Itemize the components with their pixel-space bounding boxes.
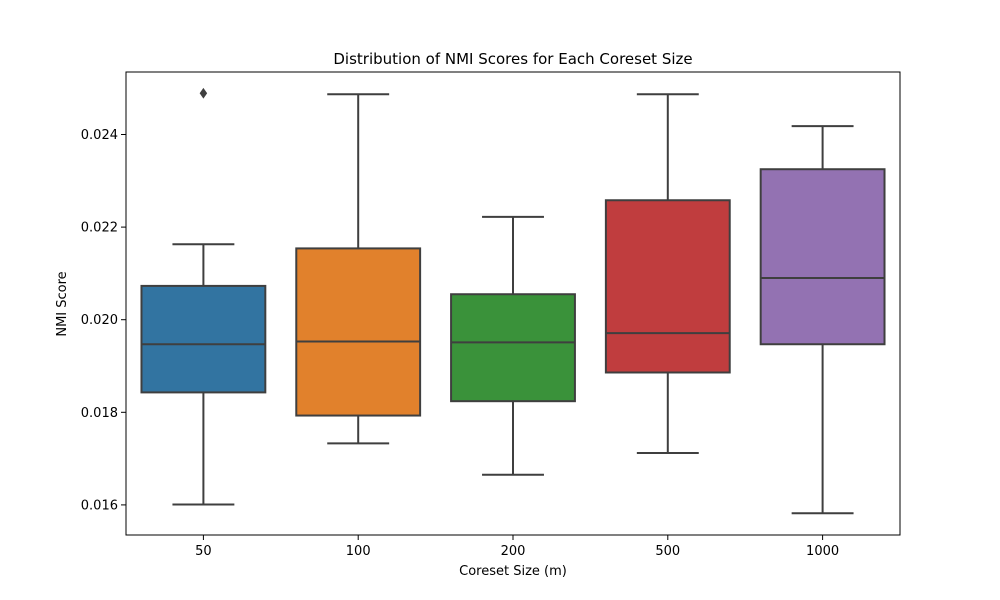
x-tick-label: 200: [501, 544, 526, 559]
y-tick-label: 0.016: [81, 498, 118, 513]
y-tick-label: 0.022: [81, 221, 118, 236]
outlier-point-50-0: [199, 87, 208, 99]
plot-area: 0.016 0.018 0.020 0.022 0.024 50 100 200 500 1000: [81, 71, 901, 559]
x-tick-label: 1000: [806, 544, 839, 559]
box-1000: [759, 168, 886, 346]
x-tick-label: 500: [655, 544, 680, 559]
chart-title: Distribution of NMI Scores for Each Core…: [333, 50, 692, 68]
x-tick-label: 100: [346, 544, 371, 559]
box-500: [604, 199, 731, 374]
x-tick-label: 50: [195, 544, 212, 559]
box-50: [140, 284, 267, 394]
y-tick-label: 0.020: [81, 313, 118, 328]
y-tick-label: 0.018: [81, 406, 118, 421]
y-tick-label: 0.024: [81, 128, 118, 143]
box-200: [450, 293, 576, 403]
x-axis-title: Coreset Size (m): [459, 564, 567, 579]
box-100: [295, 247, 422, 417]
y-axis-title: NMI Score: [55, 271, 70, 336]
